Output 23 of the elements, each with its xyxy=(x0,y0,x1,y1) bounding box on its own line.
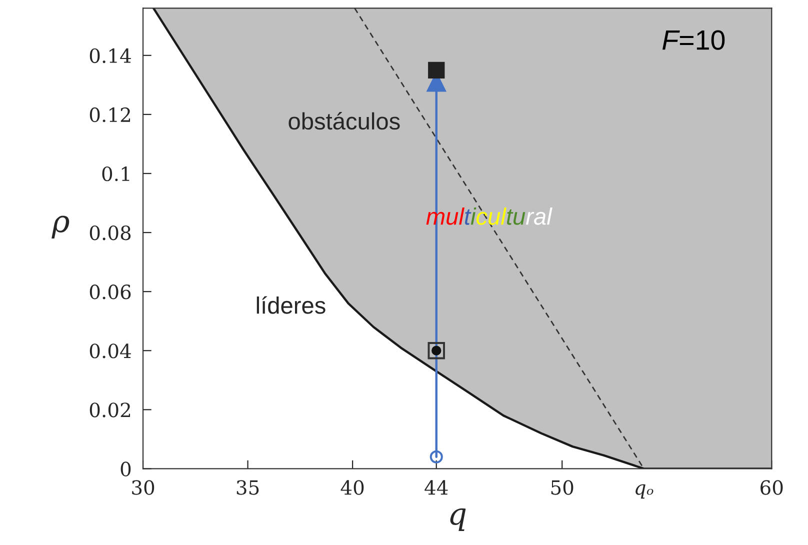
annotation: obstáculos xyxy=(288,112,400,130)
x-tick-label: 40 xyxy=(340,480,364,495)
y-tick-label: 0 xyxy=(120,462,131,476)
annotation: F=10 xyxy=(662,30,725,50)
point xyxy=(428,342,445,360)
x-axis-title: q xyxy=(450,508,466,531)
annotation: líderes xyxy=(256,296,326,314)
y-tick-label: 0.02 xyxy=(90,402,130,418)
x-tick-label: 30 xyxy=(132,480,154,495)
y-axis-title: ρ xyxy=(52,216,70,238)
point xyxy=(430,450,443,464)
y-tick-label: 0.04 xyxy=(90,344,131,358)
point xyxy=(428,62,445,79)
y-tick-label: 0.1 xyxy=(102,166,130,182)
x-tick-label: 50 xyxy=(551,480,574,495)
x-tick-label: 35 xyxy=(236,480,259,495)
y-tick-label: 0.14 xyxy=(90,48,131,64)
y-tick-label: 0.08 xyxy=(90,225,131,240)
x-tick-label: 44 xyxy=(424,480,448,495)
x-tick-label: 60 xyxy=(760,480,783,495)
y-tick-label: 0.12 xyxy=(90,107,130,122)
x-tick-label: qₒ xyxy=(636,484,654,499)
y-tick-label: 0.06 xyxy=(90,284,131,300)
